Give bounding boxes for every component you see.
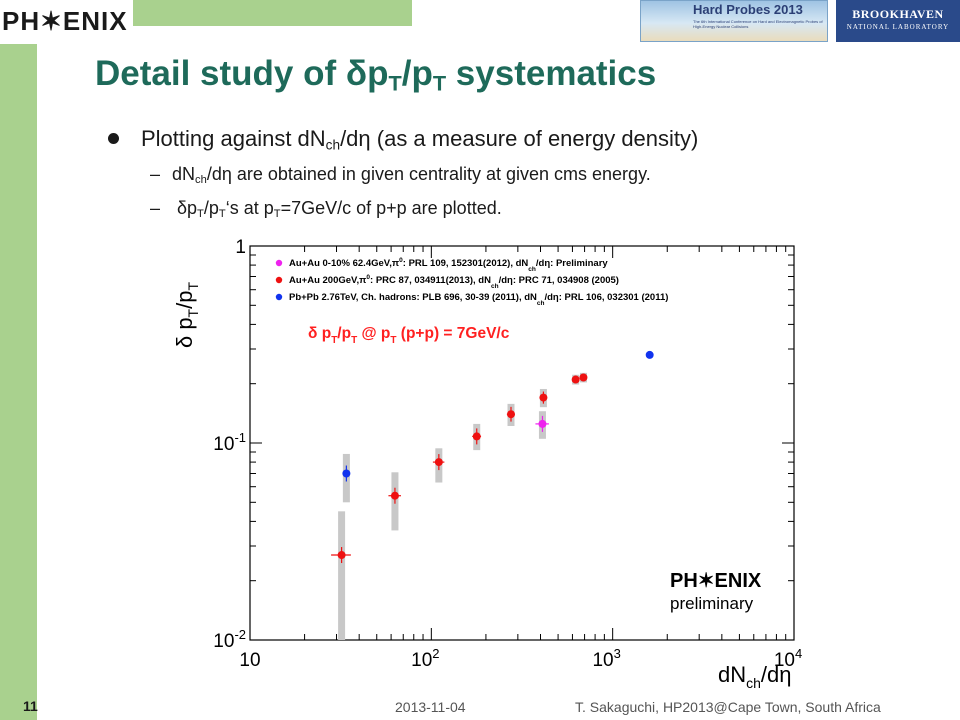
y-axis-label: δ pT/pT bbox=[172, 282, 201, 349]
y-tick-label: 10-1 bbox=[213, 430, 246, 455]
phenix-logo-text: PH✶ENIX bbox=[2, 6, 128, 36]
bullet-dot-icon bbox=[108, 133, 119, 144]
data-point bbox=[538, 419, 547, 428]
hard-probes-banner: Hard Probes 2013 The 6th International C… bbox=[640, 0, 828, 42]
sub-bullet-2: – δpT/pT‘s at pT=7GeV/c of p+p are plott… bbox=[150, 198, 502, 220]
conference-name: Hard Probes 2013 bbox=[693, 2, 803, 17]
data-point bbox=[390, 491, 399, 500]
data-point bbox=[571, 375, 580, 384]
top-accent-bar bbox=[133, 0, 412, 26]
x-tick-label: 102 bbox=[411, 646, 439, 671]
data-point bbox=[579, 373, 588, 382]
y-tick-label: 10-2 bbox=[213, 627, 246, 652]
y-tick-label: 1 bbox=[235, 238, 246, 258]
dash-icon: – bbox=[150, 198, 161, 218]
legend-label: Au+Au 200GeV,π0: PRC 87, 034911(2013), d… bbox=[289, 274, 619, 290]
pp-reference-annotation: δ pT/pT @ pT (p+p) = 7GeV/c bbox=[308, 325, 510, 346]
legend-label: Au+Au 0-10% 62.4GeV,π0: PRL 109, 152301(… bbox=[289, 257, 608, 273]
footer-date: 2013-11-04 bbox=[395, 699, 466, 715]
data-point bbox=[506, 410, 515, 419]
data-point bbox=[342, 469, 351, 478]
x-tick-label: 103 bbox=[592, 646, 620, 671]
sub-bullet-1: – dNch/dη are obtained in given centralit… bbox=[150, 164, 651, 186]
data-point bbox=[337, 551, 346, 560]
conference-subtitle: The 6th International Conference on Hard… bbox=[693, 19, 823, 29]
brookhaven-logo: BROOKHAVEN NATIONAL LABORATORY bbox=[836, 0, 960, 42]
data-point bbox=[472, 432, 481, 441]
x-axis-label: dNch/dη bbox=[718, 662, 792, 691]
legend-entry: Au+Au 200GeV,π0: PRC 87, 034911(2013), d… bbox=[275, 274, 619, 290]
dash-icon: – bbox=[150, 164, 161, 184]
legend: Au+Au 0-10% 62.4GeV,π0: PRL 109, 152301(… bbox=[275, 257, 668, 307]
national-laboratory-name: NATIONAL LABORATORY bbox=[846, 23, 950, 31]
legend-marker bbox=[275, 276, 283, 284]
legend-entry: Au+Au 0-10% 62.4GeV,π0: PRL 109, 152301(… bbox=[275, 257, 608, 273]
legend-label: Pb+Pb 2.76TeV, Ch. hadrons: PLB 696, 30-… bbox=[289, 292, 668, 307]
footer-author: T. Sakaguchi, HP2013@Cape Town, South Af… bbox=[575, 699, 881, 715]
data-point bbox=[645, 350, 654, 359]
x-tick-label: 10 bbox=[239, 650, 260, 671]
watermark-logo: PH✶ENIX bbox=[670, 570, 762, 592]
phenix-preliminary-watermark: PH✶ENIX preliminary bbox=[670, 570, 762, 613]
systematic-error-band bbox=[338, 511, 346, 640]
data-point bbox=[434, 458, 443, 467]
legend-marker bbox=[275, 259, 283, 267]
slide-title: Detail study of δpT/pT systematics bbox=[95, 54, 657, 96]
slide-number: 11 bbox=[23, 698, 38, 714]
data-point bbox=[539, 393, 548, 402]
x-tick-label: 104 bbox=[774, 646, 802, 671]
phenix-logo: PH✶ENIX bbox=[2, 6, 128, 44]
left-accent-bar bbox=[0, 44, 37, 720]
dpt-vs-dnch-chart: 10 102 103 104 1 10-1 10-2 Au+Au 0-10% 62.4GeV… bbox=[172, 238, 802, 691]
bullet-1: Plotting against dNch/dη (as a measure o… bbox=[108, 126, 698, 152]
legend-marker bbox=[275, 293, 283, 301]
brookhaven-name: BROOKHAVEN bbox=[852, 7, 944, 21]
watermark-preliminary: preliminary bbox=[670, 594, 754, 613]
legend-entry: Pb+Pb 2.76TeV, Ch. hadrons: PLB 696, 30-… bbox=[275, 292, 668, 307]
